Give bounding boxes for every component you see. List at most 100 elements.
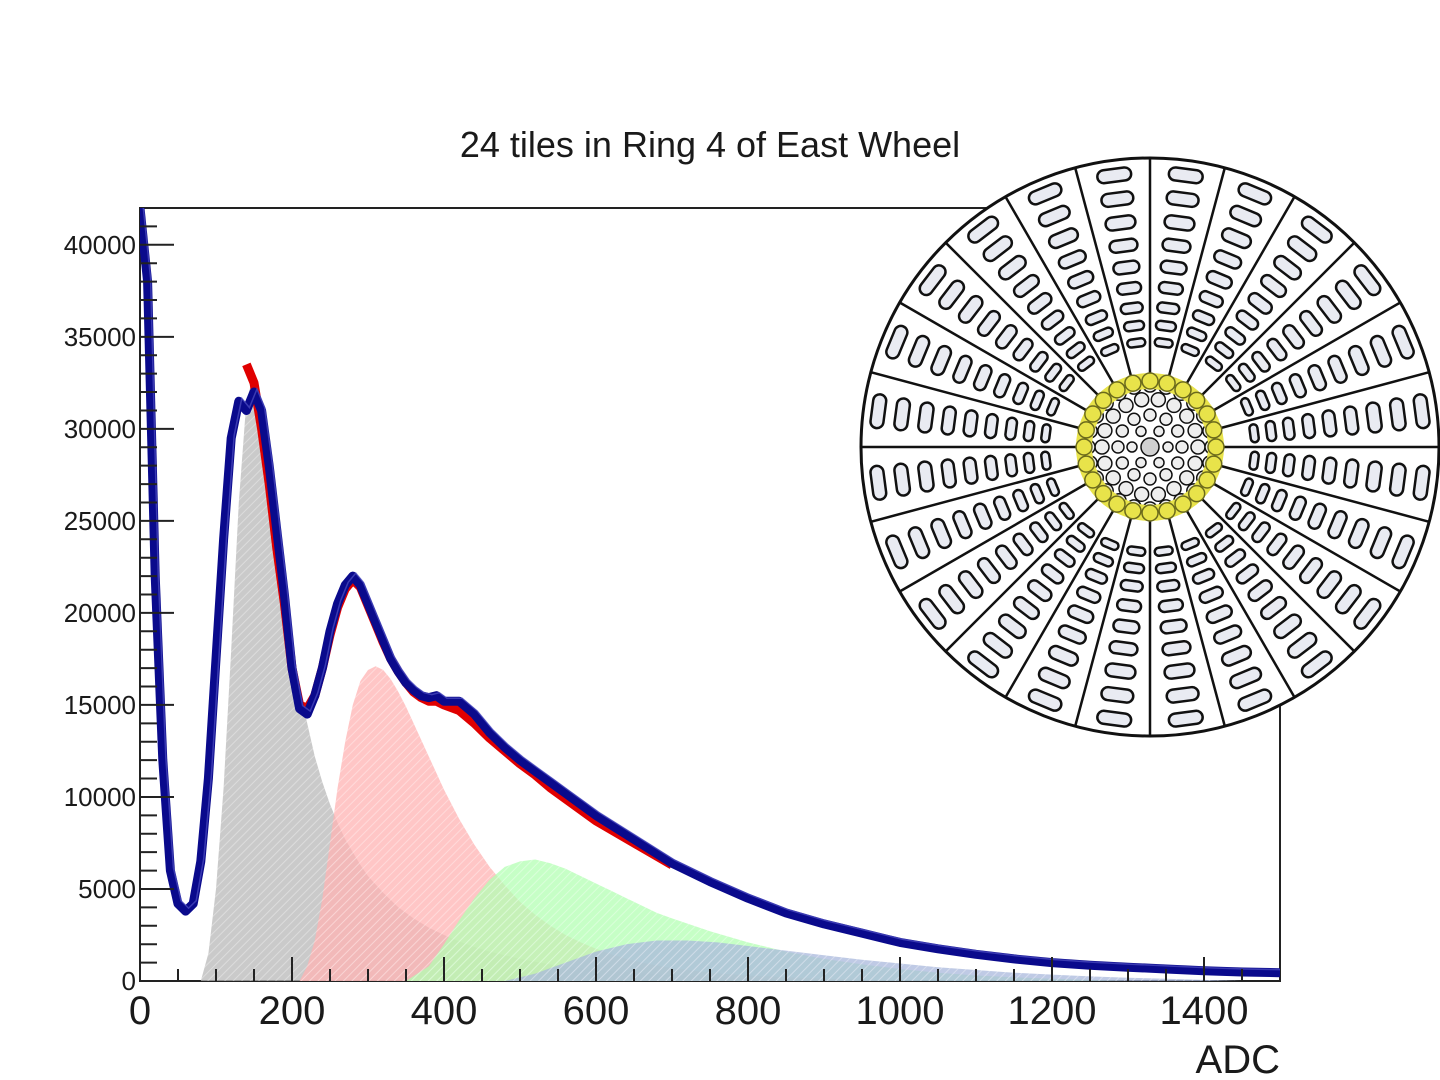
wheel-slot-shape	[1259, 595, 1288, 621]
wheel-slot-shape	[1039, 423, 1052, 444]
wheel-tile	[1105, 470, 1121, 486]
wheel-slot	[938, 583, 966, 615]
wheel-slot	[918, 264, 947, 297]
wheel-slot	[1388, 397, 1407, 432]
wheel-slot-shape	[1108, 237, 1139, 255]
wheel-slot-shape	[1301, 454, 1317, 482]
series-lines	[140, 208, 1280, 978]
wheel-slot	[1084, 309, 1109, 327]
wheel-tile	[1143, 408, 1157, 422]
wheel-slot-shape	[1185, 551, 1208, 568]
wheel-slot-shape	[1126, 545, 1147, 558]
y-tick-label: 5000	[78, 874, 136, 904]
wheel-slot-shape	[1248, 423, 1261, 444]
wheel-tiles	[862, 159, 1438, 735]
wheel-slot-shape	[972, 502, 993, 530]
wheel-spoke	[1217, 370, 1431, 431]
wheel-slot-shape	[1119, 578, 1144, 593]
wheel-slot	[1307, 364, 1328, 392]
wheel-slot	[952, 510, 973, 540]
wheel-slot-shape	[1163, 214, 1196, 232]
wheel-slot-shape	[983, 412, 999, 440]
wheel-slot-shape	[1365, 401, 1383, 434]
wheel-slot-shape	[1027, 579, 1053, 603]
wheel-slot	[1053, 548, 1076, 568]
wheel-slot-shape	[1214, 534, 1235, 553]
wheel-slot	[1353, 597, 1382, 630]
wheel-slot	[1191, 309, 1216, 327]
wheel-slot-shape	[938, 583, 966, 615]
wheel-slot-shape	[1264, 451, 1278, 475]
wheel-spoke	[1166, 514, 1227, 728]
wheel-slot	[1126, 336, 1147, 349]
wheel-slot	[1065, 341, 1086, 360]
wheel-slot-shape	[1119, 301, 1144, 316]
wheel-slot	[1058, 373, 1075, 393]
wheel-slot	[1092, 326, 1115, 343]
wheel-slot	[1012, 337, 1034, 362]
wheel-slot-shape	[1012, 381, 1030, 406]
wheel-slot-shape	[1224, 326, 1247, 346]
wheel-slot	[1286, 235, 1318, 263]
wheel-slot	[1154, 561, 1178, 575]
wheel-slot-shape	[885, 324, 909, 360]
wheel-slot	[1047, 644, 1080, 667]
wheel-slot	[957, 294, 984, 324]
wheel-spoke	[1003, 195, 1117, 388]
wheel-slot-shape	[1282, 544, 1306, 570]
wheel-slot	[1115, 280, 1143, 296]
x-tick-label: 1000	[856, 989, 945, 1033]
wheel-slot	[1092, 551, 1115, 568]
x-tick-label: 1400	[1160, 989, 1249, 1033]
wheel-slot-shape	[1012, 488, 1030, 513]
wheel-slot-shape	[1229, 666, 1263, 690]
wheel-slot	[940, 405, 958, 436]
wheel-slot-shape	[1040, 309, 1065, 331]
wheel-tile	[1153, 456, 1165, 469]
wheel-slot-shape	[1045, 477, 1061, 498]
wheel-slot	[1266, 532, 1288, 557]
wheel-slot	[967, 650, 1000, 679]
wheel-slot-shape	[1388, 397, 1407, 432]
wheel-slot-shape	[1112, 259, 1141, 276]
wheel-slot-shape	[1039, 450, 1052, 471]
wheel-slot-shape	[1157, 598, 1185, 614]
wheel-slot-shape	[1300, 650, 1333, 679]
wheel-slot	[1229, 666, 1263, 690]
wheel-slot	[1037, 666, 1071, 690]
wheel-center	[1140, 437, 1160, 457]
wheel-slot-shape	[976, 309, 1002, 338]
wheel-slot-shape	[1237, 182, 1273, 206]
wheel-tile	[1187, 422, 1203, 439]
wheel-slot	[1104, 662, 1137, 680]
wheel-tile	[1094, 439, 1110, 455]
wheel-spoke	[1003, 506, 1117, 699]
series-component-2-hatch	[299, 666, 901, 981]
wheel-slot	[1167, 709, 1204, 728]
wheel-slot-shape	[1058, 501, 1075, 521]
wheel-slot	[1281, 416, 1296, 441]
wheel-slot	[997, 254, 1027, 281]
wheel-slot	[917, 460, 935, 493]
wheel-slot	[982, 235, 1014, 263]
wheel-slot-shape	[1053, 548, 1076, 568]
wheel-slot	[1369, 526, 1393, 560]
wheel-slot-shape	[1076, 355, 1096, 372]
wheel-slot-shape	[1191, 567, 1216, 585]
wheel-slot	[893, 397, 912, 432]
wheel-slot-shape	[1266, 532, 1288, 557]
wheel-slot	[1012, 488, 1030, 513]
wheel-slot	[1157, 598, 1185, 614]
wheel-tile	[1097, 455, 1113, 472]
wheel-slot-shape	[917, 401, 935, 434]
wheel-slot	[1112, 618, 1141, 635]
wheel-slot-shape	[1237, 362, 1256, 383]
wheel-tile	[1166, 480, 1182, 497]
wheel-tile	[1133, 391, 1150, 408]
wheel-slot	[1067, 269, 1095, 290]
x-tick-label: 400	[411, 989, 478, 1033]
wheel-slot	[1251, 521, 1271, 544]
wheel-spoke	[1198, 241, 1356, 399]
wheel-slot	[1161, 639, 1192, 657]
